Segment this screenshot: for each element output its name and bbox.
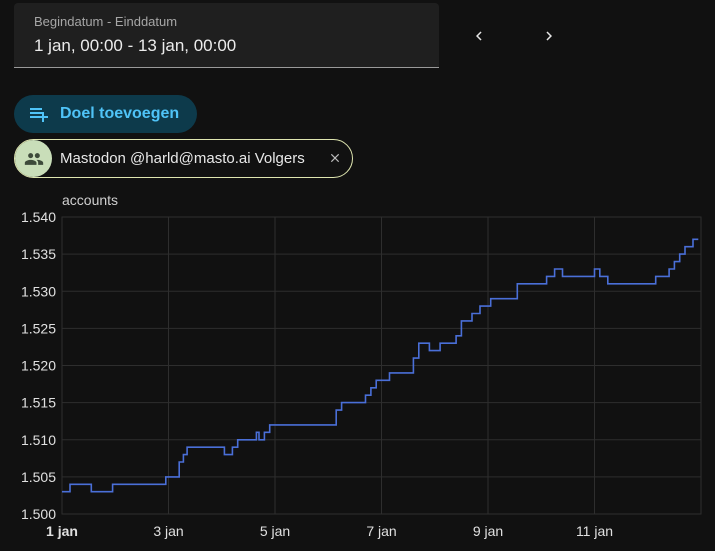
target-chip[interactable]: Mastodon @harld@masto.ai Volgers — [14, 139, 353, 178]
add-target-label: Doel toevoegen — [60, 105, 180, 122]
date-range-field[interactable]: Begindatum - Einddatum 1 jan, 00:00 - 13… — [14, 3, 439, 68]
playlist-add-icon — [30, 108, 48, 122]
x-tick-label: 7 jan — [366, 523, 396, 539]
x-tick-label: 5 jan — [260, 523, 290, 539]
y-tick-label: 1.515 — [21, 395, 56, 411]
x-tick-label: 9 jan — [473, 523, 503, 539]
y-tick-label: 1.535 — [21, 246, 56, 262]
target-chip-label: Mastodon @harld@masto.ai Volgers — [60, 150, 305, 167]
y-tick-label: 1.505 — [21, 469, 56, 485]
chevron-left-icon — [476, 31, 482, 41]
previous-period-button[interactable] — [463, 20, 495, 52]
y-tick-label: 1.540 — [21, 209, 56, 225]
chart-grid — [61, 216, 702, 515]
close-icon — [330, 153, 340, 163]
y-tick-label: 1.520 — [21, 358, 56, 374]
y-axis-labels: 1.500 1.505 1.510 1.515 1.520 1.525 1.530 1.535… — [21, 209, 56, 522]
add-target-button[interactable]: Doel toevoegen — [14, 95, 197, 133]
remove-target-button[interactable] — [326, 149, 344, 167]
y-tick-label: 1.530 — [21, 283, 56, 299]
y-tick-label: 1.525 — [21, 320, 56, 336]
series-line-followers — [62, 238, 699, 493]
y-tick-label: 1.510 — [21, 432, 56, 448]
x-tick-label: 11 jan — [576, 523, 613, 539]
chip-avatar — [15, 140, 52, 177]
date-range-value: 1 jan, 00:00 - 13 jan, 00:00 — [34, 36, 237, 55]
y-tick-label: 1.500 — [21, 506, 56, 522]
account-group-icon — [24, 152, 43, 165]
followers-chart: 1.500 1.505 1.510 1.515 1.520 1.525 1.530 1.535… — [21, 192, 702, 539]
next-period-button[interactable] — [533, 20, 565, 52]
y-axis-unit-label: accounts — [62, 192, 118, 208]
date-range-label: Begindatum - Einddatum — [34, 14, 178, 29]
x-tick-label: 1 jan — [46, 523, 78, 539]
x-tick-label: 3 jan — [153, 523, 183, 539]
x-axis-labels: 1 jan 3 jan 5 jan 7 jan 9 jan 11 jan — [46, 523, 613, 539]
chevron-right-icon — [546, 31, 552, 41]
